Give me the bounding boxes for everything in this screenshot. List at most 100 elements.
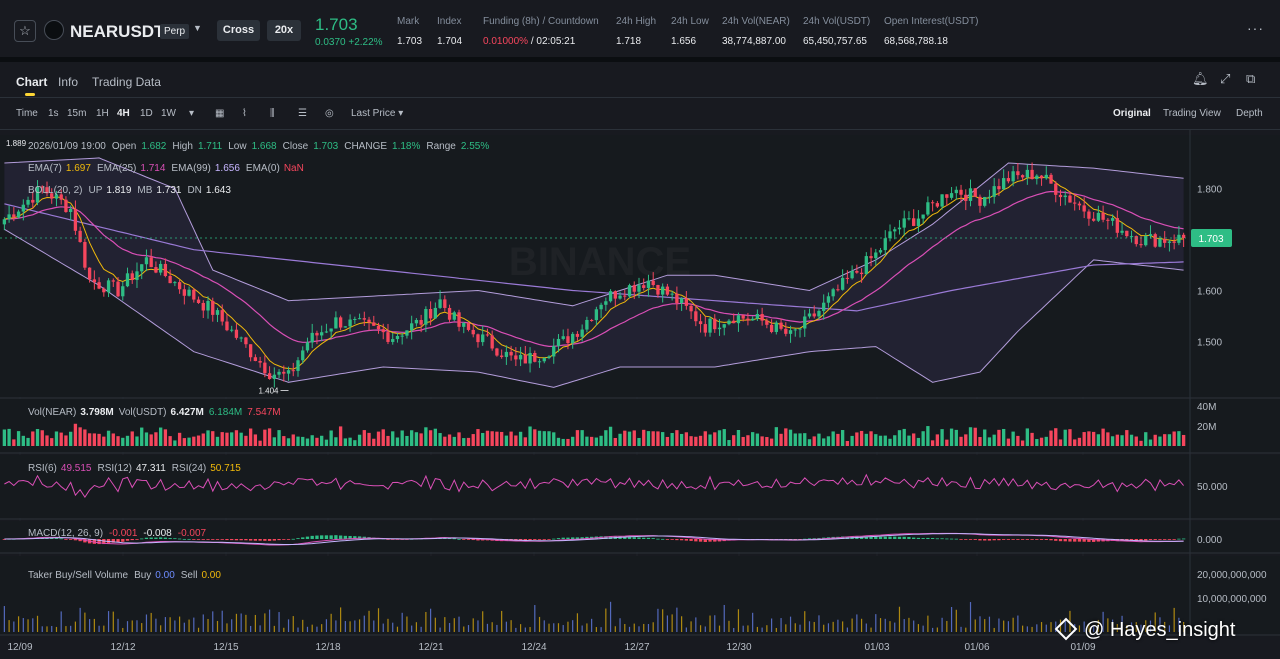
taker-volume-bar xyxy=(614,626,616,632)
margin-mode-button[interactable]: Cross xyxy=(217,20,260,41)
volume-bar xyxy=(424,427,428,446)
macd-hist-bar xyxy=(244,539,248,541)
taker-volume-bar xyxy=(600,627,602,632)
volume-bar xyxy=(627,431,632,446)
macd-hist-bar xyxy=(1091,539,1096,542)
macd-hist-bar xyxy=(684,539,689,541)
taker-volume-bar xyxy=(268,609,271,632)
candle-body xyxy=(528,352,532,364)
leverage-button[interactable]: 20x xyxy=(267,20,301,41)
volume-bar xyxy=(253,434,258,446)
symbol-dropdown-icon[interactable]: ▼ xyxy=(193,23,202,33)
tab-chart[interactable]: Chart xyxy=(16,75,48,89)
taker-volume-bar xyxy=(420,626,422,632)
interval-4h[interactable]: 4H xyxy=(117,108,130,119)
volume-bar xyxy=(855,432,859,446)
candle-body xyxy=(12,214,16,218)
taker-volume-bar xyxy=(557,623,560,632)
price-type-select[interactable]: Last Price ▾ xyxy=(351,108,404,119)
volume-bar xyxy=(987,437,992,446)
interval-1h[interactable]: 1H xyxy=(96,108,109,119)
candle-body xyxy=(533,352,537,362)
candle-body xyxy=(447,307,452,320)
ema-legend: EMA(7) 1.697 EMA(25) 1.714 EMA(99) 1.656 EMA(0… xyxy=(28,163,304,174)
volume-bar xyxy=(675,430,679,446)
volume-bar xyxy=(386,435,390,446)
volume-bar xyxy=(793,433,797,446)
candle-body xyxy=(428,308,433,319)
candle-body xyxy=(471,329,475,335)
drawing-icon[interactable]: ◎ xyxy=(325,108,334,119)
indicator-icon[interactable]: ⌇ xyxy=(242,108,247,119)
volume-bar xyxy=(168,436,172,446)
favorite-star-icon[interactable]: ☆ xyxy=(14,20,36,42)
volume-bar xyxy=(803,433,807,446)
candle-body xyxy=(466,323,471,330)
candle-body xyxy=(1172,241,1176,243)
volume-bar xyxy=(215,436,220,446)
candle-body xyxy=(1106,219,1110,221)
macd-hist-bar xyxy=(940,538,944,540)
taker-volume-bar xyxy=(392,622,394,632)
volume-bar xyxy=(92,433,97,446)
tab-info[interactable]: Info xyxy=(58,75,79,89)
macd-hist-bar xyxy=(978,539,982,541)
macd-hist-bar xyxy=(964,539,968,540)
more-menu-icon[interactable]: ··· xyxy=(1247,20,1264,36)
volume-bar xyxy=(642,429,646,446)
marked-high-label: 1.889 xyxy=(6,139,27,148)
volume-legend: Vol(NEAR) 3.798M Vol(USDT) 6.427M 6.184M 7.54… xyxy=(28,407,281,418)
interval-dropdown-icon[interactable]: ▾ xyxy=(189,108,195,119)
view-trading-view[interactable]: Trading View xyxy=(1163,108,1221,119)
candle-body xyxy=(926,202,930,215)
taker-volume-bar xyxy=(439,627,441,632)
view-original[interactable]: Original xyxy=(1113,108,1151,119)
candle-body xyxy=(812,313,816,317)
view-depth[interactable]: Depth xyxy=(1236,108,1263,119)
macd-hist-bar xyxy=(192,539,196,540)
taker-volume-bar xyxy=(1059,619,1062,632)
candle-body xyxy=(779,322,783,329)
candle-body xyxy=(1181,234,1186,238)
candle-body xyxy=(523,354,527,364)
tab-trading-data[interactable]: Trading Data xyxy=(92,75,161,89)
candle-body xyxy=(623,295,627,297)
interval-1w[interactable]: 1W xyxy=(161,108,176,119)
current-price-tag xyxy=(1191,228,1232,247)
expand-icon[interactable]: ⤢ xyxy=(1220,71,1231,86)
candle-body xyxy=(580,329,584,337)
macd-hist-bar xyxy=(632,537,636,539)
macd-hist-bar xyxy=(883,536,887,539)
macd-hist-bar xyxy=(992,539,996,541)
taker-volume-bar xyxy=(804,611,806,632)
macd-hist-bar xyxy=(973,539,977,540)
interval-1d[interactable]: 1D xyxy=(140,108,153,119)
volume-bar xyxy=(594,437,599,446)
calendar-icon[interactable]: ▦ xyxy=(215,108,225,119)
candle-body xyxy=(954,189,958,194)
symbol-name[interactable]: NEARUSDT xyxy=(70,22,165,41)
taker-volume-bar xyxy=(349,621,351,632)
time-label[interactable]: Time xyxy=(16,108,38,119)
bell-alert-icon[interactable]: 🔔︎ xyxy=(1192,71,1209,86)
macd-hist-bar xyxy=(215,539,220,540)
taker-volume-bar xyxy=(344,621,346,632)
volume-bar xyxy=(1181,434,1186,446)
interval-15m[interactable]: 15m xyxy=(67,108,87,119)
popout-icon[interactable]: ⧉ xyxy=(1246,71,1256,86)
volume-bar xyxy=(788,429,793,446)
interval-1s[interactable]: 1s xyxy=(48,108,59,119)
volume-bar xyxy=(272,437,276,446)
candle-type-icon[interactable]: ⫼ xyxy=(270,108,275,119)
settings-icon[interactable]: ☰ xyxy=(298,108,307,119)
candle-body xyxy=(78,230,82,242)
volume-bar xyxy=(514,435,518,446)
volume-bar xyxy=(1063,429,1067,446)
taker-volume-bar xyxy=(510,620,512,632)
candle-body xyxy=(1163,238,1167,243)
candle-body xyxy=(585,319,589,330)
volume-bar xyxy=(1134,436,1138,446)
chart-tabs: Chart Info Trading Data 🔔︎ ⤢ ⧉ xyxy=(0,62,1280,98)
macd-hist-bar xyxy=(102,539,106,545)
